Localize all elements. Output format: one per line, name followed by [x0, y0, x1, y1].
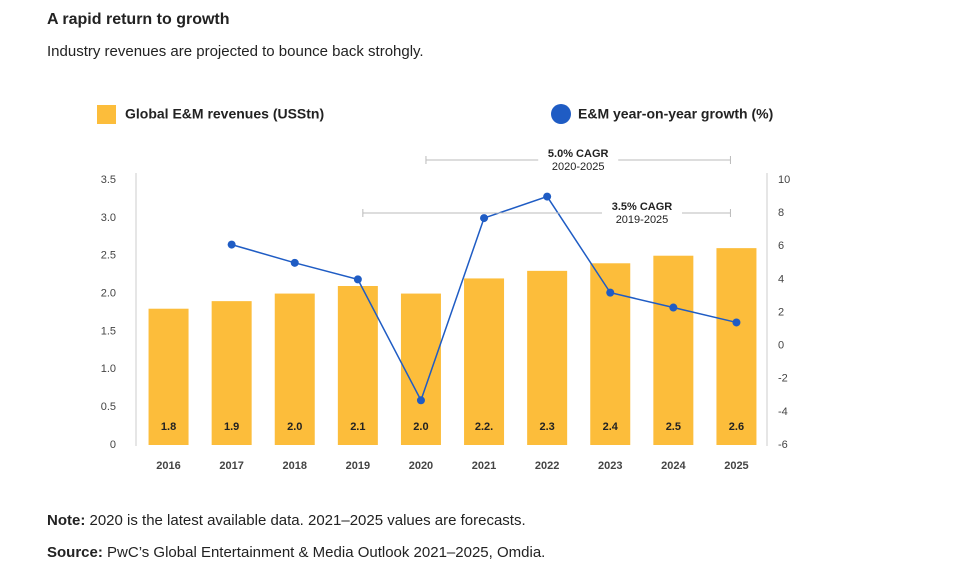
- bar: [464, 278, 505, 445]
- note-label: Source:: [47, 544, 103, 561]
- value-label: 2.5: [666, 421, 681, 433]
- y2-tick-label: 8: [778, 207, 784, 219]
- x-tick-label: 2016: [156, 460, 180, 472]
- y2-tick-label: 2: [778, 306, 784, 318]
- legend-swatch: [551, 104, 571, 124]
- y2-tick-label: 10: [778, 174, 790, 186]
- annotation-bg: [602, 201, 682, 227]
- annotation-title: 5.0% CAGR: [548, 148, 609, 160]
- value-label: 2.3: [540, 421, 555, 433]
- chart-title: A rapid return to growth: [47, 11, 230, 28]
- point: [543, 192, 552, 201]
- y2-tick-label: 0: [778, 340, 784, 352]
- x-tick-label: 2024: [661, 460, 686, 472]
- annotation-title: 3.5% CAGR: [612, 201, 673, 213]
- point: [227, 240, 236, 249]
- value-label: 1.8: [161, 421, 176, 433]
- y2-tick-label: -6: [778, 439, 788, 451]
- bar: [274, 293, 315, 445]
- y2-tick-label: -2: [778, 373, 788, 385]
- y-tick-label: 2.0: [101, 287, 116, 299]
- x-tick-label: 2022: [535, 460, 559, 472]
- bar: [148, 308, 189, 445]
- value-label: 2.2.: [475, 421, 493, 433]
- point: [480, 214, 489, 223]
- bar: [211, 301, 252, 445]
- value-label: 2.1: [350, 421, 365, 433]
- annotation-bg: [538, 148, 619, 174]
- bar: [716, 248, 757, 445]
- x-tick-label: 2021: [472, 460, 496, 472]
- y-tick-label: 1.5: [101, 325, 116, 337]
- y-tick-label: 1.0: [101, 363, 116, 375]
- y-tick-label: 0: [110, 439, 116, 451]
- y-tick-label: 2.5: [101, 250, 116, 262]
- point: [353, 275, 362, 284]
- x-tick-label: 2018: [283, 460, 307, 472]
- point: [416, 396, 425, 405]
- note-text: PwC’s Global Entertainment & Media Outlo…: [103, 544, 545, 561]
- annotation-subtitle: 2019-2025: [616, 214, 669, 226]
- point: [290, 258, 299, 267]
- value-label: 2.0: [413, 421, 428, 433]
- x-tick-label: 2019: [346, 460, 370, 472]
- bar: [400, 293, 441, 445]
- note: Note: 2020 is the latest available data.…: [47, 512, 526, 529]
- value-label: 1.9: [224, 421, 239, 433]
- note-label: Note:: [47, 512, 85, 529]
- x-tick-label: 2017: [219, 460, 243, 472]
- legend-label: E&M year-on-year growth (%): [578, 106, 773, 122]
- x-tick-label: 2020: [409, 460, 433, 472]
- legend-label: Global E&M revenues (USStn): [125, 106, 324, 122]
- point: [606, 288, 615, 297]
- y2-tick-label: 6: [778, 240, 784, 252]
- y2-tick-label: 4: [778, 273, 784, 285]
- bar: [653, 255, 694, 445]
- x-tick-label: 2025: [724, 460, 748, 472]
- note: Source: PwC’s Global Entertainment & Med…: [47, 544, 545, 561]
- note-text: 2020 is the latest available data. 2021–…: [85, 512, 525, 529]
- annotation-subtitle: 2020-2025: [552, 161, 605, 173]
- legend-swatch: [97, 105, 116, 124]
- y2-tick-label: -4: [778, 406, 788, 418]
- y-tick-label: 3.0: [101, 212, 116, 224]
- chart-subtitle: Industry revenues are projected to bounc…: [47, 43, 424, 60]
- point: [732, 318, 741, 327]
- bar: [337, 286, 378, 445]
- y-tick-label: 0.5: [101, 401, 116, 413]
- value-label: 2.4: [603, 421, 619, 433]
- y-tick-label: 3.5: [101, 174, 116, 186]
- value-label: 2.0: [287, 421, 302, 433]
- value-label: 2.6: [729, 421, 744, 433]
- x-tick-label: 2023: [598, 460, 622, 472]
- bar: [527, 270, 568, 445]
- point: [669, 303, 678, 312]
